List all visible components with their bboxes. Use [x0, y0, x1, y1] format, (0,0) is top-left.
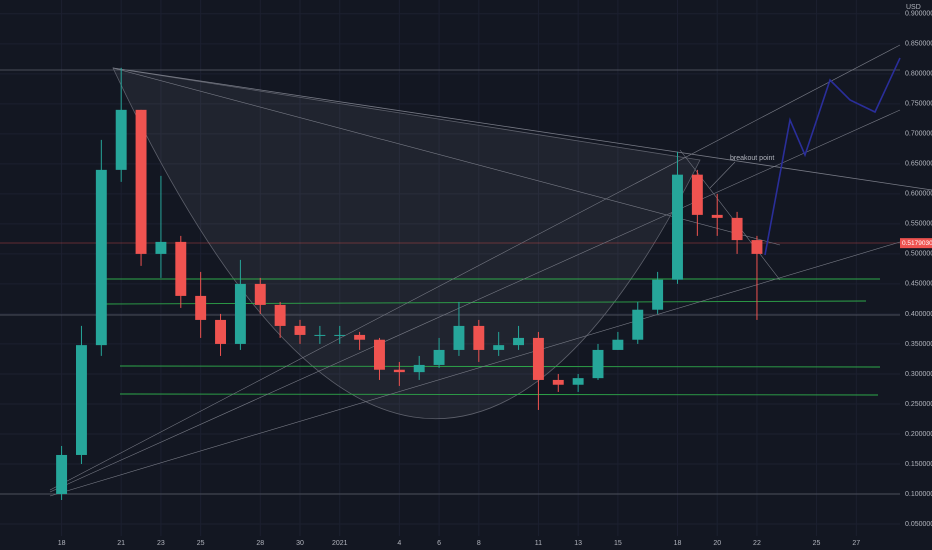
- y-tick-label: 0.50000000: [905, 251, 932, 258]
- candle-body: [175, 241, 187, 296]
- candle-body: [652, 279, 664, 310]
- x-tick-label: 11: [535, 540, 542, 547]
- y-tick-label: 0.30000000: [905, 371, 932, 378]
- x-tick-label: 18: [58, 540, 66, 547]
- y-tick-label: 0.40000000: [905, 311, 932, 318]
- projection-path: [764, 57, 901, 256]
- x-tick-label: 18: [674, 540, 682, 547]
- y-tick-label: 0.85000000: [905, 41, 932, 48]
- candle-body: [453, 325, 465, 350]
- y-tick-label: 0.45000000: [905, 281, 932, 288]
- x-tick-label: 27: [852, 540, 860, 547]
- grid: [0, 0, 900, 536]
- x-tick-label: 6: [437, 540, 441, 547]
- candle-body: [115, 109, 127, 170]
- y-tick-label: 0.80000000: [905, 71, 932, 78]
- support-line: [119, 393, 879, 396]
- x-tick-label: 8: [477, 540, 481, 547]
- y-tick-label: 0.60000000: [905, 191, 932, 198]
- candle-body: [95, 169, 107, 346]
- annotation: breakout point: [730, 155, 774, 162]
- support-line: [119, 365, 881, 368]
- trend-line: [112, 67, 932, 191]
- candle-body: [254, 283, 266, 305]
- candle-body: [294, 325, 306, 335]
- x-tick-label: 13: [574, 540, 582, 547]
- candle-body: [473, 325, 485, 350]
- candle-body: [135, 109, 147, 254]
- trend-line: [679, 149, 781, 281]
- candle-body: [334, 334, 346, 336]
- support-line: [99, 300, 867, 305]
- x-tick-label: 2021: [332, 540, 348, 547]
- candle-body: [592, 349, 604, 379]
- candle-body: [314, 334, 326, 336]
- candle-body: [513, 337, 525, 346]
- candle-body: [572, 378, 584, 385]
- y-tick-label: 0.15000000: [905, 461, 932, 468]
- y-tick-label: 0.20000000: [905, 431, 932, 438]
- candle-body: [56, 454, 68, 494]
- candle-body: [672, 174, 683, 280]
- trend-line: [112, 67, 781, 246]
- x-tick-label: 22: [753, 540, 761, 547]
- y-tick-label: 0.05000000: [905, 521, 932, 528]
- candle-body: [354, 334, 366, 340]
- x-tick-label: 25: [197, 540, 205, 547]
- y-tick-label: 0.70000000: [905, 131, 932, 138]
- candle-body: [234, 283, 246, 344]
- x-tick-label: 15: [614, 540, 622, 547]
- currency-label: USD: [906, 4, 921, 11]
- x-tick-label: 30: [296, 540, 304, 547]
- candle-body: [691, 174, 703, 215]
- candle-body: [632, 309, 644, 340]
- candle-body: [413, 364, 425, 373]
- annotation-arrow: [709, 161, 736, 189]
- drawings: [0, 44, 932, 497]
- candle-body: [215, 319, 226, 344]
- candle-body: [195, 295, 207, 320]
- y-tick-label: 0.75000000: [905, 101, 932, 108]
- trend-line: [49, 44, 901, 491]
- candle-body: [493, 345, 505, 350]
- candle-body: [711, 214, 723, 218]
- candles: [56, 67, 763, 500]
- x-tick-label: 21: [117, 540, 125, 547]
- x-tick-label: 23: [157, 540, 165, 547]
- y-tick-label: 0.35000000: [905, 341, 932, 348]
- candle-body: [731, 217, 743, 241]
- x-tick-label: 25: [813, 540, 821, 547]
- y-tick-label: 0.90000000: [905, 11, 932, 18]
- trend-line: [49, 241, 901, 497]
- y-tick-label: 0.10000000: [905, 491, 932, 498]
- x-tick-label: 4: [397, 540, 401, 547]
- y-tick-label: 0.55000000: [905, 221, 932, 228]
- x-tick-label: 20: [713, 540, 721, 547]
- candle-body: [751, 240, 763, 254]
- candle-body: [155, 241, 167, 254]
- trend-line: [49, 109, 901, 493]
- y-tick-label: 0.25000000: [905, 401, 932, 408]
- last-price-label: 0.51790303: [902, 240, 932, 247]
- candle-body: [374, 339, 385, 370]
- y-tick-label: 0.65000000: [905, 161, 932, 168]
- x-tick-label: 28: [256, 540, 264, 547]
- candle-body: [552, 379, 564, 385]
- candle-body: [612, 339, 624, 350]
- last-price-badge: [900, 238, 932, 249]
- candle-body: [532, 337, 544, 380]
- candle-body: [433, 349, 445, 365]
- candle-body: [274, 304, 286, 326]
- candle-body: [75, 345, 87, 455]
- candle-body: [393, 369, 405, 373]
